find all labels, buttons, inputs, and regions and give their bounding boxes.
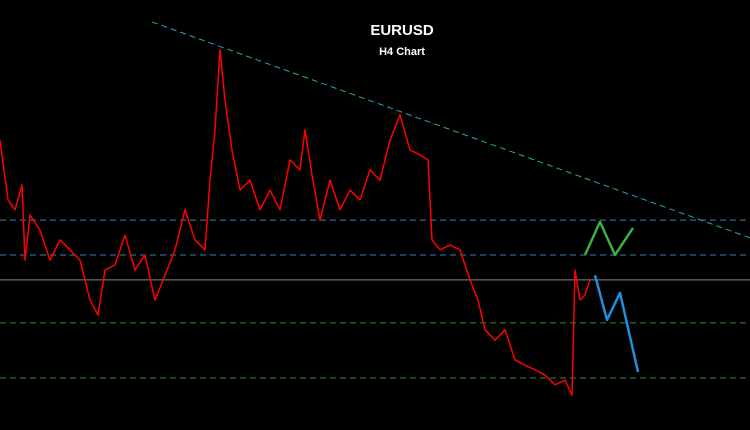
projection-line	[583, 220, 635, 257]
chart-title: EURUSD	[370, 22, 434, 39]
price-line	[0, 49, 591, 396]
projection-line	[593, 274, 640, 373]
trendline	[151, 21, 750, 239]
chart-subtitle: H4 Chart	[379, 46, 425, 58]
